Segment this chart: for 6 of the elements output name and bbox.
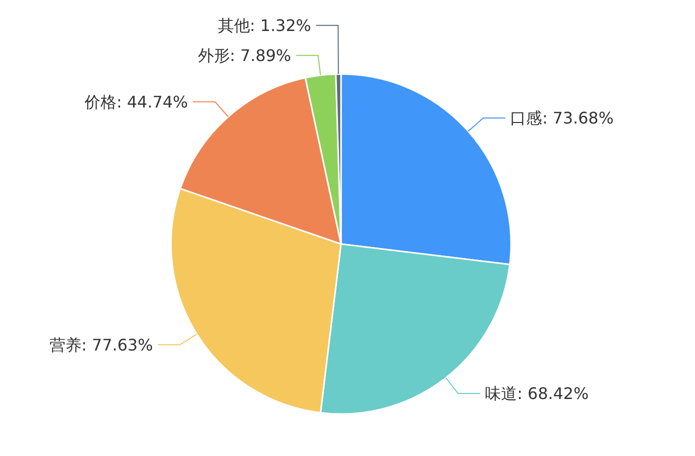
slice-label: 口感: 73.68% <box>510 108 614 128</box>
slice-label: 其他: 1.32% <box>218 16 312 35</box>
slice-label: 价格: 44.74% <box>84 92 188 112</box>
slice-label: 外形: 7.89% <box>198 46 292 65</box>
slice-label: 味道: 68.42% <box>485 384 589 404</box>
slice-label: 营养: 77.63% <box>49 335 153 354</box>
